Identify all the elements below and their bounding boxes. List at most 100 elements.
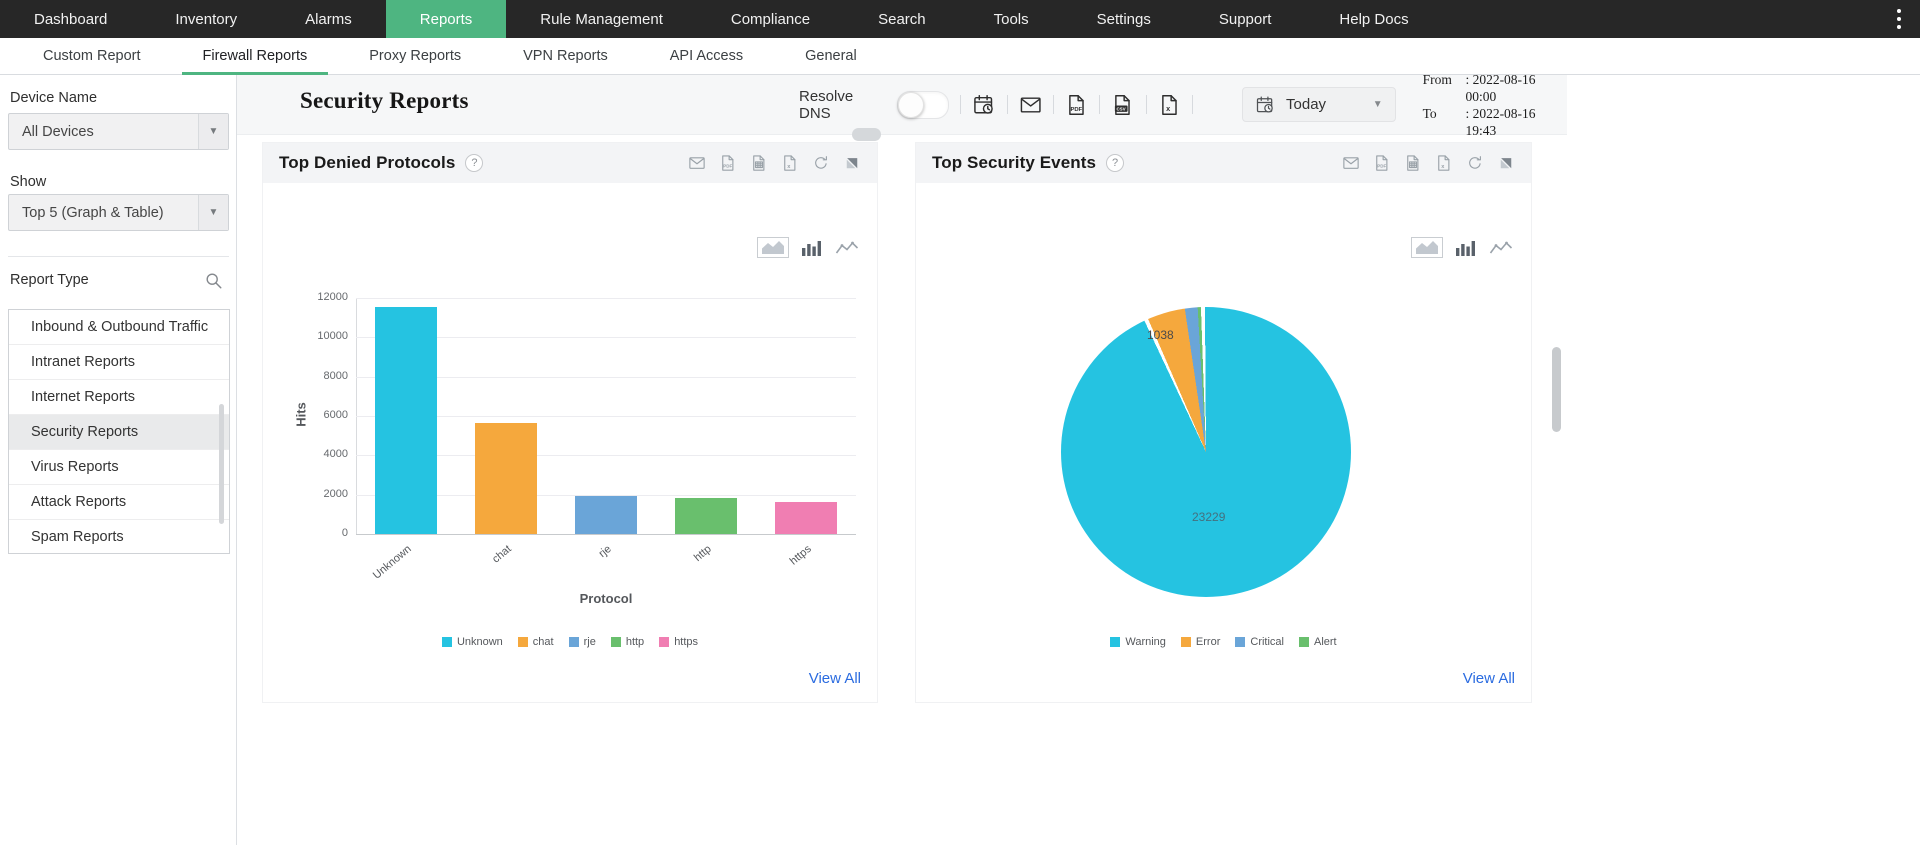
excel-icon[interactable]: x bbox=[781, 154, 799, 172]
spreadsheet-icon[interactable] bbox=[1404, 154, 1422, 172]
legend-label: Alert bbox=[1314, 636, 1337, 648]
show-select[interactable]: Top 5 (Graph & Table) ▼ bbox=[8, 194, 229, 231]
report-type-attack-reports[interactable]: Attack Reports bbox=[9, 484, 229, 519]
report-type-inbound-outbound-traffic[interactable]: Inbound & Outbound Traffic bbox=[31, 319, 209, 335]
email-icon[interactable] bbox=[1019, 93, 1042, 117]
scrollbar-thumb[interactable] bbox=[852, 128, 881, 141]
bar-https[interactable] bbox=[775, 502, 837, 534]
chevron-down-icon: ▼ bbox=[1372, 99, 1383, 110]
panel-header: Top Denied Protocols ? PDF x bbox=[263, 143, 877, 183]
schedule-icon[interactable] bbox=[972, 93, 995, 117]
report-type-security-reports[interactable]: Security Reports bbox=[9, 414, 229, 449]
pdf-icon[interactable]: PDF bbox=[1065, 93, 1088, 117]
show-label: Show bbox=[10, 174, 47, 190]
report-controls: Resolve DNS PDF CSV x Today ▼ From: 2022… bbox=[799, 72, 1567, 138]
spreadsheet-icon[interactable] bbox=[750, 154, 768, 172]
report-type-intranet-reports[interactable]: Intranet Reports bbox=[9, 344, 229, 379]
tab-firewall-reports[interactable]: Firewall Reports bbox=[172, 38, 339, 75]
legend-item-rje: rje bbox=[568, 636, 596, 648]
sidebar: Device Name All Devices ▼ Show Top 5 (Gr… bbox=[0, 75, 237, 845]
separator bbox=[960, 95, 962, 114]
time-range-dropdown[interactable]: Today ▼ bbox=[1242, 87, 1396, 122]
excel-icon[interactable]: x bbox=[1435, 154, 1453, 172]
csv-icon[interactable]: CSV bbox=[1111, 93, 1134, 117]
area-chart-icon[interactable] bbox=[757, 237, 789, 258]
email-icon[interactable] bbox=[688, 154, 706, 172]
line-chart-icon[interactable] bbox=[835, 240, 859, 256]
legend-swatch bbox=[1110, 637, 1121, 647]
bar-chart-icon[interactable] bbox=[801, 240, 823, 256]
tab-vpn-reports[interactable]: VPN Reports bbox=[523, 48, 608, 64]
nav-item-alarms[interactable]: Alarms bbox=[305, 10, 352, 28]
svg-text:x: x bbox=[1441, 164, 1445, 170]
kebab-menu-icon[interactable] bbox=[1878, 0, 1920, 38]
panel-title: Top Denied Protocols bbox=[279, 153, 456, 172]
x-tick-label: http bbox=[691, 543, 714, 564]
refresh-icon[interactable] bbox=[812, 154, 830, 172]
device-select[interactable]: All Devices ▼ bbox=[8, 113, 229, 150]
bar-http[interactable] bbox=[675, 497, 737, 534]
report-type-spam-reports[interactable]: Spam Reports bbox=[9, 519, 229, 553]
pdf-icon[interactable]: PDF bbox=[1373, 154, 1391, 172]
y-tick-label: 8000 bbox=[323, 369, 348, 382]
from-label: From bbox=[1422, 71, 1452, 87]
pdf-icon[interactable]: PDF bbox=[719, 154, 737, 172]
vertical-scrollbar-thumb[interactable] bbox=[1552, 347, 1561, 432]
device-select-value: All Devices bbox=[22, 123, 94, 140]
excel-icon[interactable]: x bbox=[1158, 93, 1181, 117]
view-all-link[interactable]: View All bbox=[808, 670, 861, 687]
resolve-dns-toggle[interactable] bbox=[896, 90, 950, 119]
separator bbox=[1145, 95, 1147, 114]
nav-item-dashboard[interactable]: Dashboard bbox=[34, 10, 108, 28]
tab-general[interactable]: General bbox=[805, 48, 857, 64]
separator bbox=[1053, 95, 1054, 114]
gridline bbox=[356, 534, 856, 535]
top-nav: Dashboard Inventory Alarms Reports Rule Mana… bbox=[0, 0, 1920, 38]
nav-item-search[interactable]: Search bbox=[878, 10, 926, 28]
report-type-virus-reports[interactable]: Virus Reports bbox=[9, 449, 229, 484]
nav-item-compliance[interactable]: Compliance bbox=[730, 10, 811, 28]
search-icon[interactable] bbox=[204, 271, 223, 290]
nav-item-inventory[interactable]: Inventory bbox=[175, 10, 238, 28]
bar-unknown[interactable] bbox=[375, 306, 437, 534]
legend-label: https bbox=[674, 636, 699, 648]
device-name-label: Device Name bbox=[10, 90, 98, 106]
nav-item-tools[interactable]: Tools bbox=[993, 10, 1029, 28]
help-icon[interactable]: ? bbox=[465, 154, 484, 172]
y-tick-label: 2000 bbox=[323, 487, 348, 500]
resize-icon[interactable] bbox=[843, 154, 861, 172]
svg-text:x: x bbox=[787, 164, 791, 170]
legend-item-unknown: Unknown bbox=[441, 636, 503, 648]
line-chart-icon[interactable] bbox=[1489, 240, 1513, 256]
tab-api-access[interactable]: API Access bbox=[669, 48, 744, 64]
legend-item-chat: chat bbox=[517, 636, 554, 648]
gridline bbox=[356, 376, 856, 378]
view-all-link[interactable]: View All bbox=[1462, 670, 1515, 687]
resize-icon[interactable] bbox=[1497, 154, 1515, 172]
report-header-band: Security Reports Resolve DNS PDF CSV x T… bbox=[237, 72, 1567, 138]
help-icon[interactable]: ? bbox=[1106, 154, 1125, 172]
list-scrollbar[interactable] bbox=[219, 404, 224, 524]
bar-rje[interactable] bbox=[575, 495, 637, 534]
show-select-value: Top 5 (Graph & Table) bbox=[22, 204, 164, 221]
nav-item-rule-management[interactable]: Rule Management bbox=[540, 10, 663, 28]
legend-label: Unknown bbox=[456, 636, 503, 648]
tab-proxy-reports[interactable]: Proxy Reports bbox=[369, 48, 462, 64]
reports-tabbar-items: Custom Report Firewall Reports Proxy Repor… bbox=[12, 38, 888, 75]
legend-label: chat bbox=[532, 636, 554, 648]
nav-item-support[interactable]: Support bbox=[1218, 10, 1272, 28]
report-type-internet-reports[interactable]: Internet Reports bbox=[9, 379, 229, 414]
pie-chart[interactable] bbox=[1061, 307, 1351, 597]
tab-custom-report[interactable]: Custom Report bbox=[43, 48, 141, 64]
bar-chart-icon[interactable] bbox=[1455, 240, 1477, 256]
chart-legend: Warning Error Critical Alert bbox=[916, 636, 1531, 648]
nav-item-settings[interactable]: Settings bbox=[1096, 10, 1151, 28]
nav-item-help-docs[interactable]: Help Docs bbox=[1339, 10, 1409, 28]
refresh-icon[interactable] bbox=[1466, 154, 1484, 172]
bar-chat[interactable] bbox=[475, 422, 537, 534]
nav-item-reports[interactable]: Reports bbox=[385, 0, 507, 38]
email-icon[interactable] bbox=[1342, 154, 1360, 172]
legend-swatch bbox=[441, 637, 452, 647]
x-tick-label: Unknown bbox=[370, 543, 414, 582]
area-chart-icon[interactable] bbox=[1411, 237, 1443, 258]
